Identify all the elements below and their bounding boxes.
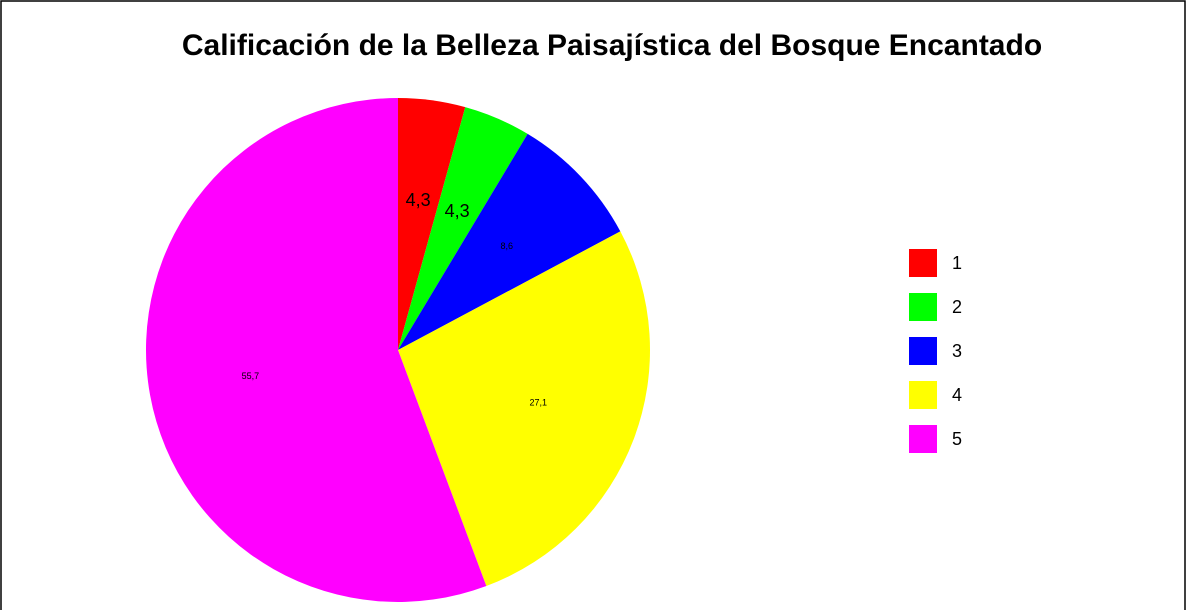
legend-swatch bbox=[909, 425, 937, 453]
data-label: 4,3 bbox=[445, 201, 470, 221]
pie-slice bbox=[398, 231, 651, 587]
legend-label: 3 bbox=[952, 341, 962, 361]
pie-slice bbox=[398, 133, 621, 350]
legend-label: 5 bbox=[952, 429, 962, 449]
legend-swatch bbox=[909, 293, 937, 321]
data-label: 27,1 bbox=[530, 397, 548, 407]
legend-label: 1 bbox=[952, 253, 962, 273]
data-label: 8,6 bbox=[500, 241, 513, 251]
data-label: 55,7 bbox=[242, 371, 260, 381]
chart-title: Calificación de la Belleza Paisajística … bbox=[182, 29, 1042, 62]
pie-slice bbox=[146, 98, 487, 602]
data-label: 4,3 bbox=[406, 190, 431, 210]
pie-slice bbox=[398, 98, 466, 350]
legend-swatch bbox=[909, 381, 937, 409]
pie-slice bbox=[398, 107, 528, 350]
legend-label: 2 bbox=[952, 297, 962, 317]
legend-swatch bbox=[909, 337, 937, 365]
legend-label: 4 bbox=[952, 385, 962, 405]
legend-swatch bbox=[909, 249, 937, 277]
